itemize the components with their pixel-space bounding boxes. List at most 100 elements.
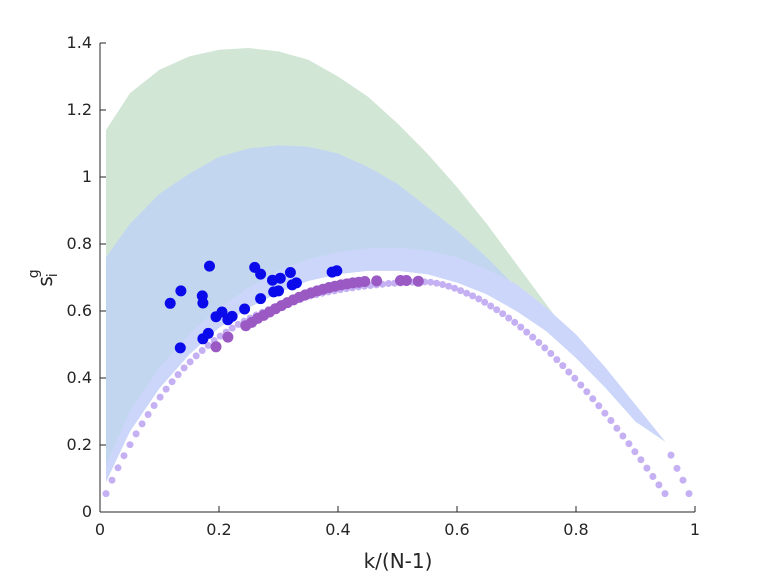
data-point xyxy=(239,303,251,315)
data-point xyxy=(284,267,296,278)
x-tick-label: 1 xyxy=(690,520,700,539)
data-point xyxy=(102,490,110,498)
data-point xyxy=(607,417,615,424)
data-point xyxy=(673,464,681,472)
data-point xyxy=(511,318,519,326)
data-point xyxy=(192,352,200,360)
data-point xyxy=(475,295,483,303)
data-point xyxy=(433,279,441,287)
data-point xyxy=(499,310,507,318)
data-point xyxy=(132,430,140,438)
y-tick-label: 0.8 xyxy=(67,234,92,253)
data-point xyxy=(164,297,176,309)
x-tick-label: 0.8 xyxy=(563,520,588,539)
data-point xyxy=(553,356,561,364)
data-point xyxy=(222,331,234,343)
data-point xyxy=(517,323,525,331)
y-tick-label: 0.6 xyxy=(67,301,92,320)
data-point xyxy=(255,268,267,280)
data-point xyxy=(174,342,186,354)
data-point xyxy=(649,473,657,480)
data-point xyxy=(198,347,206,354)
data-point xyxy=(439,281,447,288)
data-point xyxy=(186,358,194,366)
data-point xyxy=(156,393,164,401)
x-tick-label: 0.4 xyxy=(325,520,350,539)
data-point xyxy=(565,368,573,376)
data-point xyxy=(216,332,224,340)
data-point xyxy=(661,490,669,498)
data-point xyxy=(162,385,170,393)
data-point xyxy=(114,464,122,472)
x-tick-label: 0.6 xyxy=(444,520,469,539)
data-point xyxy=(469,292,477,300)
data-point xyxy=(487,302,495,310)
data-point xyxy=(643,464,651,472)
data-point xyxy=(150,402,158,409)
band-2 xyxy=(106,145,666,482)
data-point xyxy=(613,424,621,432)
data-point xyxy=(120,452,128,460)
band-layer xyxy=(106,48,666,482)
data-point xyxy=(126,441,134,449)
data-point xyxy=(144,411,152,418)
data-point xyxy=(202,327,214,339)
data-point xyxy=(481,298,489,306)
y-tick-label: 0.2 xyxy=(67,435,92,454)
y-tick-label: 1.2 xyxy=(67,100,92,119)
data-point xyxy=(427,278,435,286)
data-point xyxy=(371,275,383,287)
data-point xyxy=(274,272,286,284)
y-tick-label: 1 xyxy=(82,167,92,186)
data-point xyxy=(493,306,501,314)
data-point xyxy=(625,440,633,448)
data-point xyxy=(589,395,597,403)
x-axis-label: k/(N-1) xyxy=(364,549,433,573)
y-tick-label: 1.4 xyxy=(67,33,92,52)
data-point xyxy=(679,476,687,484)
series-1 xyxy=(102,278,693,498)
y-axis-label: sig xyxy=(26,269,61,286)
data-point xyxy=(180,364,188,372)
data-point xyxy=(138,420,146,428)
data-point xyxy=(385,280,392,287)
data-point xyxy=(255,293,267,305)
data-point xyxy=(505,314,513,322)
data-point xyxy=(273,285,284,297)
data-point xyxy=(463,289,471,297)
data-point xyxy=(174,371,182,379)
data-point xyxy=(595,402,603,410)
data-point xyxy=(216,306,228,318)
data-point xyxy=(168,378,176,386)
data-point xyxy=(226,310,238,322)
data-point xyxy=(601,409,609,417)
y-tick-label: 0 xyxy=(82,502,92,521)
data-point xyxy=(637,456,645,464)
data-point xyxy=(685,490,693,498)
data-point xyxy=(535,339,543,346)
y-axis-label-sub: i xyxy=(45,273,61,277)
data-point xyxy=(210,341,222,353)
y-axis-label-base: s xyxy=(33,276,57,286)
data-point xyxy=(631,448,639,456)
data-point xyxy=(197,297,209,309)
data-point xyxy=(400,275,412,286)
data-point xyxy=(559,362,567,370)
data-point xyxy=(619,432,627,440)
data-point xyxy=(523,328,531,336)
data-point xyxy=(583,388,591,396)
x-tick-label: 0 xyxy=(95,520,105,539)
data-point xyxy=(331,265,343,277)
data-point xyxy=(359,276,371,287)
axis-labels: k/(N-1) sig xyxy=(26,269,432,573)
points-layer xyxy=(102,260,693,498)
data-point xyxy=(571,374,579,382)
axes: 0 0.2 0.4 0.6 0.8 1 0 0.2 0.4 0.6 0.8 1 1.2 1.4 xyxy=(67,33,701,539)
y-axis-label-sup: g xyxy=(26,269,42,278)
data-point xyxy=(667,451,675,459)
data-point xyxy=(547,350,555,357)
data-point xyxy=(290,277,302,289)
data-point xyxy=(451,284,459,292)
data-point xyxy=(541,344,549,352)
